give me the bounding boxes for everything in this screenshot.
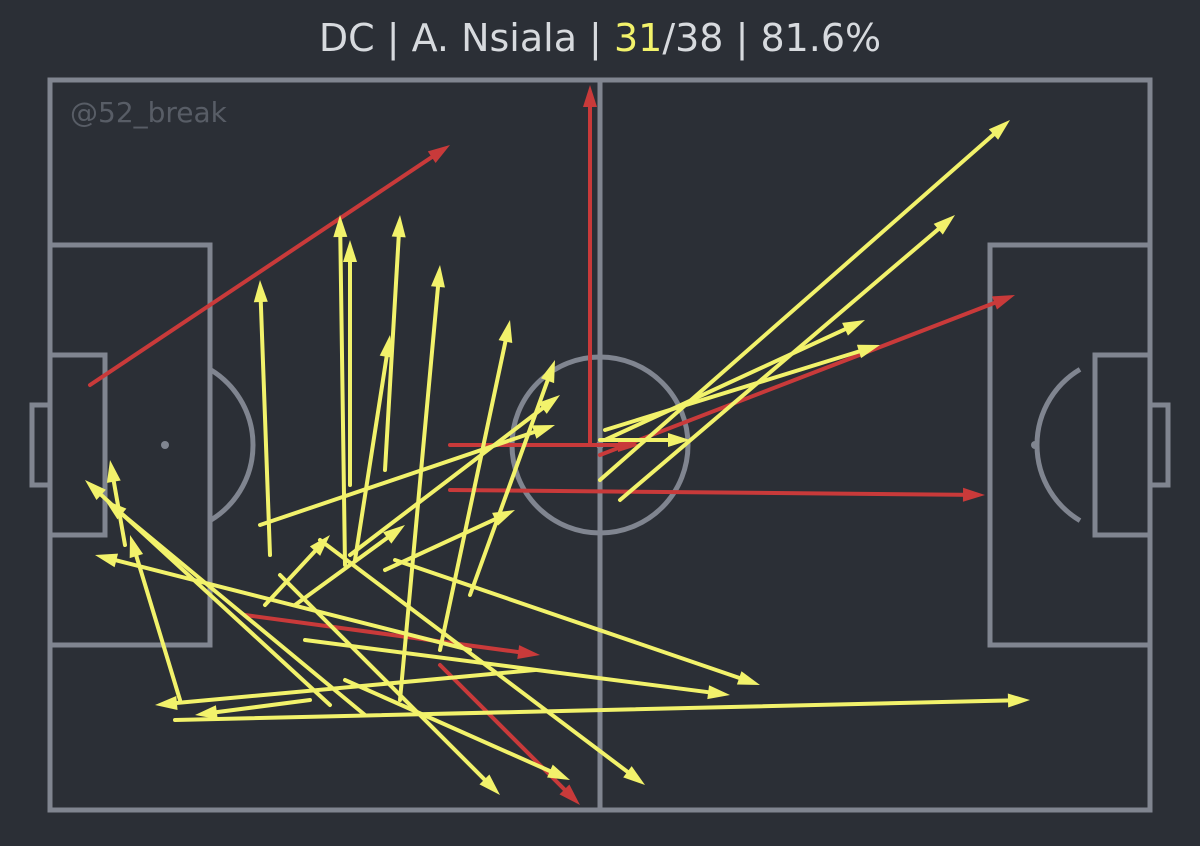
- pass-map-figure: DC | A. Nsiala | 31/38 | 81.6% @52_break: [0, 0, 1200, 846]
- left-penalty-spot: [161, 441, 169, 449]
- title-percentage: | 81.6%: [723, 16, 881, 61]
- watermark: @52_break: [70, 96, 228, 129]
- chart-title: DC | A. Nsiala | 31/38 | 81.6%: [319, 16, 881, 61]
- title-attempted: 38: [675, 16, 723, 60]
- title-prefix: DC | A. Nsiala |: [319, 16, 614, 61]
- pass-map-svg: DC | A. Nsiala | 31/38 | 81.6% @52_break: [0, 0, 1200, 846]
- title-completed: 31: [614, 16, 662, 60]
- title-separator: /: [662, 16, 675, 60]
